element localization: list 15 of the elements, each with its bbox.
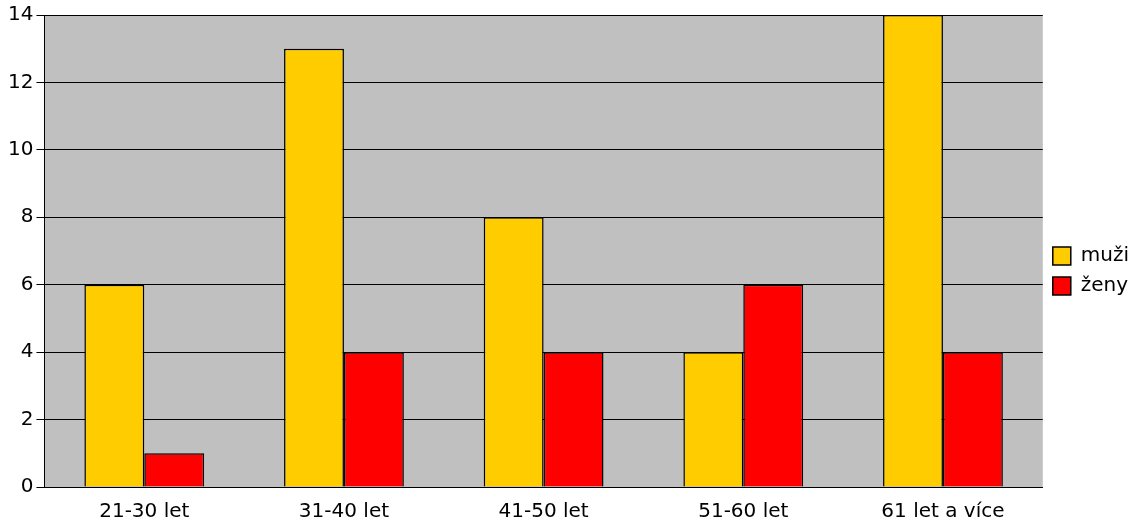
y-tick-label: 8 — [20, 203, 34, 228]
x-tick-label: 51-60 let — [698, 498, 789, 523]
y-tick-label: 0 — [20, 473, 34, 498]
x-tick-label: 31-40 let — [298, 498, 390, 523]
x-tick-label: 41-50 let — [498, 498, 589, 523]
y-tick-label: 10 — [8, 136, 34, 161]
y-tick-label: 2 — [20, 405, 34, 430]
y-tick-label: 12 — [8, 68, 34, 93]
x-tick-label: 21-30 let — [99, 498, 190, 523]
legend-label: ženy — [1080, 272, 1129, 297]
legend-label: muži — [1080, 242, 1130, 267]
x-tick-label: 61 let a více — [881, 498, 1005, 523]
y-tick-label: 6 — [20, 270, 34, 295]
y-tick-label: 14 — [8, 1, 34, 26]
y-tick-label: 4 — [20, 338, 34, 363]
